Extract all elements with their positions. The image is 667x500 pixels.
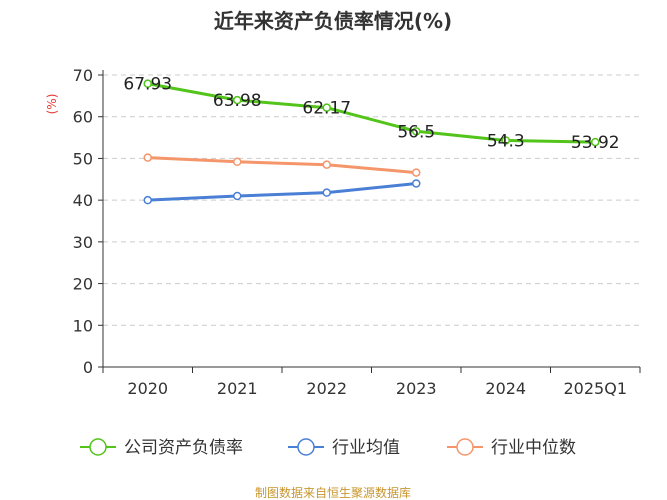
y-axis-label: (%) [45, 94, 59, 115]
legend-label: 行业中位数 [491, 438, 576, 458]
y-tick-label: 40 [73, 191, 93, 210]
data-point [591, 137, 600, 147]
y-tick-label: 70 [73, 66, 93, 85]
chart-title: 近年来资产负债率情况(%) [214, 9, 452, 33]
y-tick-label: 0 [83, 358, 93, 377]
data-point [412, 168, 421, 177]
x-tick-label: 2023 [396, 379, 437, 398]
data-label: 53.92 [571, 133, 620, 153]
legend-marker [89, 438, 107, 456]
data-point [322, 188, 331, 197]
data-point [233, 191, 242, 201]
y-tick-label: 20 [73, 275, 93, 294]
data-point [501, 136, 510, 145]
data-point [412, 127, 421, 136]
data-label: 67.93 [123, 75, 172, 95]
y-tick-label: 50 [73, 149, 93, 168]
series-line [146, 82, 597, 144]
legend: 公司资产负债率 行业均值 行业中位数 [80, 438, 576, 458]
legend-label: 公司资产负债率 [124, 438, 243, 458]
legend-marker [297, 438, 315, 456]
series-layer [143, 79, 600, 205]
data-point [322, 160, 331, 169]
axis-layer: 0 10 20 30 40 50 60 70 (%) 2020 2021 2022 2023 2024 20… [45, 66, 641, 398]
data-point [412, 179, 421, 188]
x-tick-label: 2022 [306, 379, 347, 398]
data-point [143, 153, 152, 162]
data-point [233, 95, 242, 105]
data-label: 54.3 [487, 131, 525, 151]
data-point [143, 195, 152, 205]
data-label: 62.17 [302, 99, 351, 119]
x-tick-label: 2020 [127, 379, 168, 398]
x-tick-label: 2025Q1 [564, 379, 628, 398]
data-point [143, 79, 152, 88]
data-label: 56.5 [397, 122, 435, 142]
grid-layer [103, 74, 640, 326]
y-tick-label: 10 [73, 316, 93, 335]
x-tick-label: 2021 [217, 379, 258, 398]
series-line [146, 182, 418, 202]
data-label-layer: 67.93 63.98 62.17 56.5 54.3 53.92 [123, 75, 619, 153]
legend-marker [456, 438, 474, 456]
x-tick-label: 2024 [485, 379, 526, 398]
y-tick-label: 30 [73, 233, 93, 252]
data-point [322, 103, 331, 112]
data-point [233, 157, 242, 167]
data-label: 63.98 [213, 91, 262, 111]
source-note: 制图数据来自恒生聚源数据库 [255, 485, 411, 500]
legend-label: 行业均值 [332, 438, 400, 458]
y-tick-label: 60 [73, 108, 93, 127]
series-line [146, 156, 418, 175]
